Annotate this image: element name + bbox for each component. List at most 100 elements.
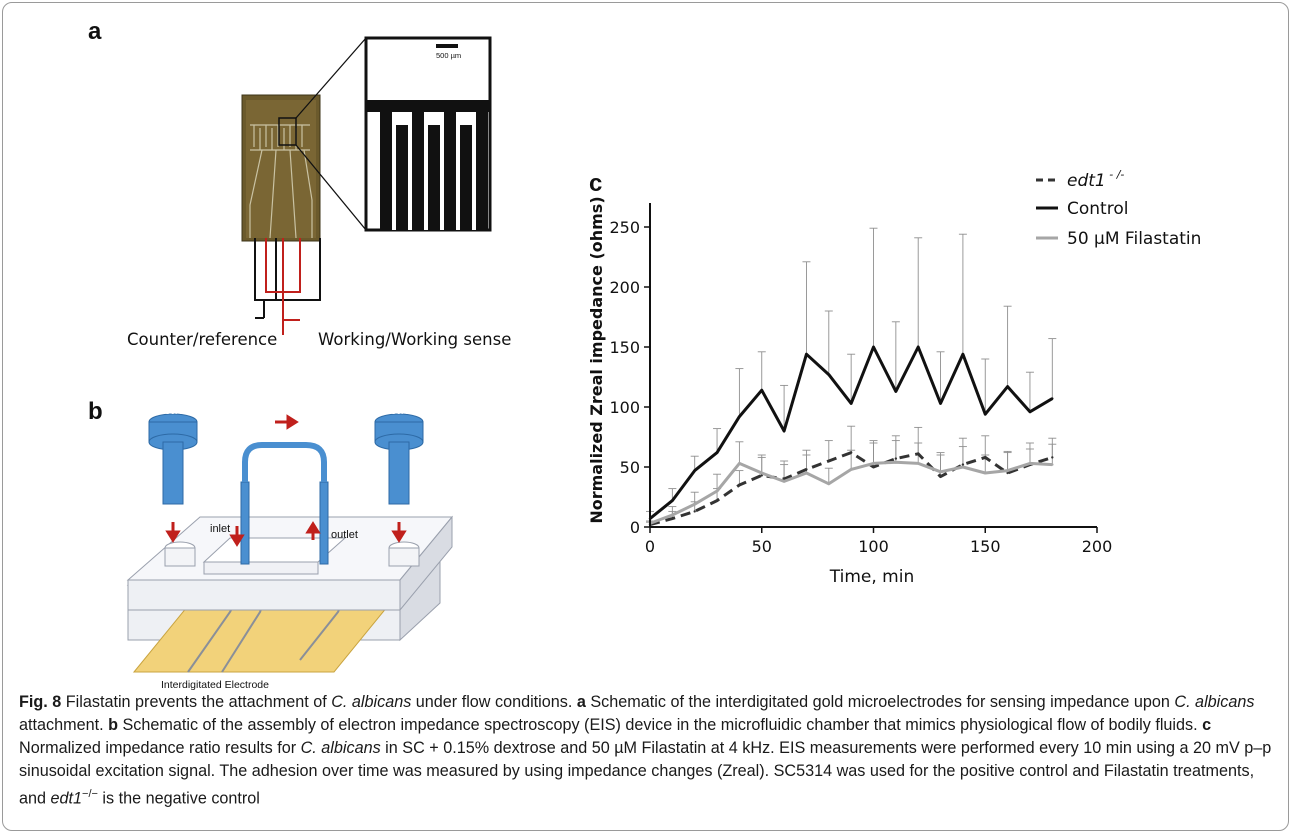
figure-caption: Fig. 8 Filastatin prevents the attachmen… <box>19 691 1277 810</box>
legend-label-1: Control <box>1067 199 1128 219</box>
caption-panel-b: b <box>108 716 118 734</box>
panel-label-c: c <box>589 170 603 197</box>
y-tick-label: 0 <box>630 518 640 537</box>
x-tick-label: 150 <box>970 537 1001 556</box>
series-point-1 <box>894 390 898 393</box>
x-axis-label: Time, min <box>829 567 914 587</box>
series-point-0 <box>671 517 674 520</box>
series-point-2 <box>805 471 808 475</box>
x-tick-label: 50 <box>752 537 772 556</box>
series-point-1 <box>917 345 920 349</box>
caption-text-5: Schematic of the assembly of electron im… <box>117 716 1203 734</box>
x-tick-label: 100 <box>858 537 889 556</box>
series-point-2 <box>1028 462 1032 465</box>
y-tick-label: 50 <box>620 458 640 477</box>
series-point-2 <box>917 462 920 465</box>
caption-species-1: C. albicans <box>331 693 412 711</box>
series-point-1 <box>827 373 830 376</box>
series-point-1 <box>961 353 965 356</box>
series-point-1 <box>1028 410 1032 413</box>
series-point-0 <box>984 456 987 459</box>
series-point-2 <box>872 462 875 465</box>
caption-text-3: Schematic of the interdigitated gold mic… <box>585 693 1175 711</box>
series-point-0 <box>917 452 920 455</box>
legend-superscript: - /- <box>1106 168 1125 181</box>
panel-label-b: b <box>88 398 103 425</box>
series-point-2 <box>715 489 719 493</box>
series-point-1 <box>693 469 696 472</box>
series-point-2 <box>671 513 674 517</box>
series-point-2 <box>738 462 741 465</box>
caption-text-1: Filastatin prevents the attachment of <box>61 693 332 711</box>
series-point-2 <box>1006 469 1009 472</box>
x-tick-label: 0 <box>645 537 655 556</box>
y-tick-label: 250 <box>609 218 640 237</box>
eis-assembly-schematic <box>126 413 454 673</box>
series-point-1 <box>849 402 853 405</box>
series-point-0 <box>894 457 898 460</box>
y-tick-label: 150 <box>609 338 640 357</box>
panel-label-a: a <box>88 18 102 45</box>
series-point-2 <box>760 471 763 475</box>
series-point-1 <box>760 389 763 392</box>
series-point-0 <box>849 451 853 454</box>
series-point-1 <box>805 353 808 356</box>
caption-edt1: edt1 <box>50 789 83 808</box>
electrode-chip-schematic <box>241 36 492 335</box>
series-point-0 <box>715 499 719 502</box>
legend-label-2: 50 µM Filastatin <box>1067 229 1201 249</box>
chart-legend: edt1 - /- Control 50 µM Filastatin <box>1036 168 1201 249</box>
series-point-1 <box>715 451 719 454</box>
caption-panel-c: c <box>1202 716 1212 734</box>
inlet-label: inlet <box>210 523 230 535</box>
caption-species-2: C. albicans <box>1174 693 1255 711</box>
caption-text-4: attachment. <box>19 716 109 734</box>
series-point-2 <box>961 465 965 469</box>
counter-reference-label: Counter/reference <box>127 330 277 349</box>
series-point-1 <box>671 499 674 502</box>
series-point-1 <box>738 415 741 418</box>
caption-edt1-superscript: −/− <box>82 788 98 800</box>
series-point-1 <box>1006 385 1009 388</box>
screw-right-label: screw <box>391 406 418 417</box>
y-tick-label: 200 <box>609 278 640 297</box>
caption-fig-label: Fig. 8 <box>19 693 62 711</box>
series-point-0 <box>693 510 696 513</box>
series-point-0 <box>738 483 741 487</box>
series-point-0 <box>1051 456 1054 459</box>
series-point-2 <box>693 503 696 506</box>
series-point-0 <box>827 459 830 463</box>
series-point-1 <box>872 345 875 349</box>
series-point-2 <box>849 468 853 471</box>
working-sense-label: Working/Working sense <box>318 330 511 349</box>
series-point-2 <box>984 471 987 475</box>
series-point-0 <box>961 463 965 466</box>
series-point-1 <box>782 429 786 433</box>
series-point-0 <box>872 465 875 469</box>
x-tick-label: 200 <box>1082 537 1113 556</box>
y-axis-label: Normalized Zreal impedance (ohms) <box>587 196 606 523</box>
series-point-2 <box>1051 463 1054 466</box>
caption-species-3: C. albicans <box>300 739 381 757</box>
screw-left-label: screw <box>165 406 192 417</box>
caption-text-7: in SC + 0.15% dextrose and 50 µM Filasta… <box>19 739 1272 808</box>
series-point-1 <box>984 413 987 416</box>
series-point-0 <box>805 468 808 471</box>
schematics-svg: 500 µm Counter/reference Working/Working… <box>126 36 511 690</box>
series-line-2 <box>649 460 1053 525</box>
series-point-2 <box>827 482 830 485</box>
y-tick-label: 100 <box>609 398 640 417</box>
outlet-label: outlet <box>331 529 358 541</box>
series-point-2 <box>782 480 786 483</box>
series-point-1 <box>1051 397 1054 400</box>
caption-text-6: Normalized impedance ratio results for <box>19 739 301 757</box>
legend-label-0: edt1 - /- <box>1067 168 1124 191</box>
series-point-0 <box>1006 471 1009 475</box>
series-point-1 <box>939 402 942 405</box>
series-point-0 <box>939 475 942 478</box>
series-point-2 <box>894 461 898 464</box>
caption-text-2: under flow conditions. <box>411 693 577 711</box>
electrode-label: Interdigitated Electrode <box>161 679 269 690</box>
scale-bar-label: 500 µm <box>436 51 461 60</box>
